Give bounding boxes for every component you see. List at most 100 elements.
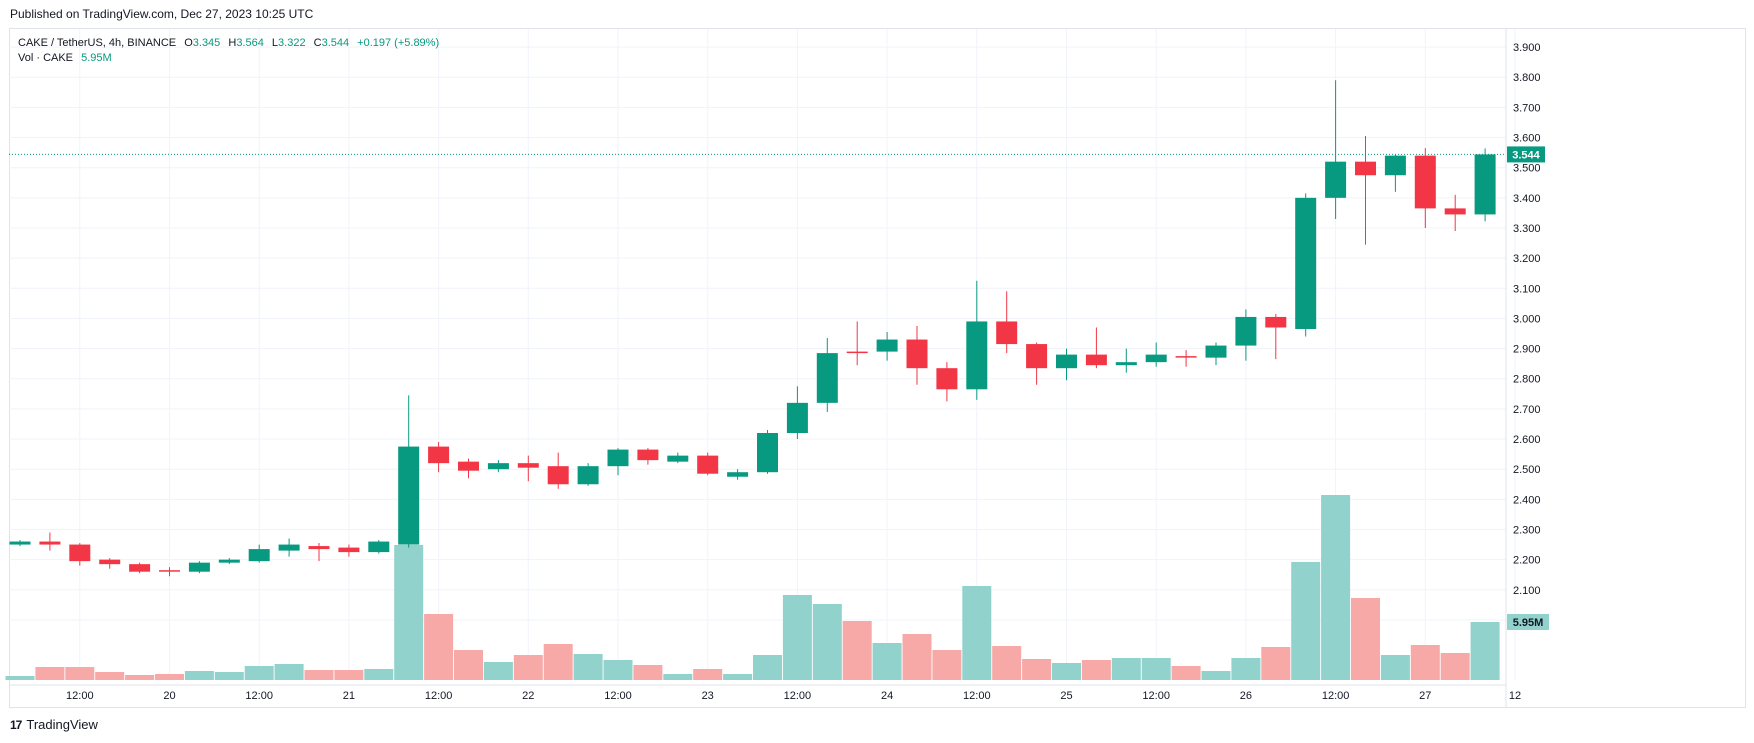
chart-legend: CAKE / TetherUS, 4h, BINANCE O3.345 H3.5… — [18, 36, 441, 66]
volume-bar — [155, 674, 184, 680]
volume-bar — [663, 674, 693, 680]
candle-body — [547, 466, 569, 485]
x-tick-label: 26 — [1240, 690, 1252, 702]
volume-bar — [693, 669, 723, 680]
candle-body — [637, 449, 659, 461]
volume-bar — [304, 670, 334, 680]
volume-bar — [902, 634, 932, 680]
y-tick-label: 2.700 — [1513, 404, 1541, 416]
y-tick-label: 2.300 — [1513, 524, 1541, 536]
candle-body — [69, 544, 91, 562]
volume-value-tag — [1507, 614, 1549, 630]
last-price-tag — [1507, 146, 1545, 163]
y-tick-label: 3.400 — [1513, 193, 1541, 205]
candle-body — [727, 472, 749, 477]
x-tick-label: 27 — [1419, 690, 1431, 702]
candle-body — [129, 564, 151, 572]
x-tick-label: 24 — [881, 690, 893, 702]
volume-bar — [65, 667, 95, 680]
x-tick-label: 12:00 — [245, 690, 273, 702]
candle-body — [667, 455, 689, 462]
x-tick-label: 12:00 — [1142, 690, 1170, 702]
candle-body — [906, 339, 928, 369]
candle-body — [577, 466, 599, 485]
volume-value-label: 5.95M — [1513, 617, 1544, 629]
x-tick-label: 25 — [1060, 690, 1072, 702]
volume-bar — [962, 586, 992, 680]
chart-grid — [9, 29, 1516, 680]
time-axis: 12:00 20 12:00 21 12:00 22 12:00 23 12:00 24 12:00… — [9, 684, 1521, 702]
candle-body — [428, 446, 450, 464]
volume-bar — [753, 655, 782, 680]
symbol-legend-row: CAKE / TetherUS, 4h, BINANCE O3.345 H3.5… — [18, 36, 441, 51]
y-tick-label: 3.300 — [1513, 223, 1541, 235]
volume-bar — [1081, 660, 1111, 680]
close-value: 3.544 — [321, 37, 350, 49]
volume-bar — [1171, 666, 1201, 680]
x-tick-label: 22 — [522, 690, 534, 702]
volume-bars — [5, 495, 1500, 680]
candle-body — [786, 402, 808, 434]
candle-body — [1026, 344, 1048, 369]
last-price-markers: 3.544 5.95M — [9, 146, 1549, 630]
candle-body — [757, 433, 778, 473]
volume-bar — [932, 650, 962, 680]
y-tick-label: 2.200 — [1513, 555, 1541, 567]
candle-body — [248, 549, 270, 562]
volume-bar — [842, 621, 872, 680]
candle-body — [1474, 154, 1496, 215]
volume-bar — [244, 666, 274, 680]
candle-body — [1414, 155, 1436, 209]
volume-bar — [364, 669, 394, 680]
x-tick-label: 12:00 — [963, 690, 991, 702]
symbol-label: CAKE / TetherUS, 4h, BINANCE — [18, 37, 177, 49]
volume-bar — [872, 643, 902, 680]
y-tick-label: 3.200 — [1513, 253, 1541, 265]
volume-bar — [35, 667, 65, 680]
volume-label: Vol · CAKE — [18, 52, 74, 64]
candle-body — [218, 559, 240, 563]
volume-bar — [1111, 658, 1141, 680]
x-tick-label: 23 — [702, 690, 714, 702]
volume-bar — [543, 644, 573, 680]
x-tick-label: 12 — [1509, 690, 1521, 702]
x-tick-label: 20 — [163, 690, 175, 702]
volume-bar — [1380, 655, 1410, 680]
volume-bar — [782, 595, 812, 680]
volume-bar — [274, 664, 304, 680]
chart-frame — [9, 28, 1746, 708]
brand-name: TradingView — [26, 717, 98, 732]
candle-body — [1444, 208, 1466, 215]
volume-bar — [1410, 645, 1440, 680]
y-tick-label: 2.900 — [1513, 344, 1541, 356]
candle-body — [487, 463, 509, 470]
candle-body — [39, 541, 61, 545]
volume-bar — [723, 674, 753, 680]
x-tick-label: 12:00 — [1322, 690, 1350, 702]
volume-bar — [483, 662, 513, 680]
candle-body — [816, 353, 838, 403]
volume-bar — [184, 671, 214, 680]
tradingview-logo-icon: 17 — [10, 717, 22, 732]
candle-body — [1265, 316, 1287, 328]
y-tick-label: 3.500 — [1513, 163, 1541, 175]
volume-bar — [125, 675, 155, 680]
candle-body — [1175, 356, 1197, 358]
volume-bar — [454, 650, 483, 680]
y-tick-label: 3.600 — [1513, 133, 1541, 145]
volume-bar — [1440, 653, 1470, 680]
candle-body — [1355, 161, 1376, 176]
y-tick-label: 2.400 — [1513, 494, 1541, 506]
volume-legend-row: Vol · CAKE 5.95M — [18, 51, 441, 66]
candle-body — [1325, 161, 1347, 198]
price-axis: 2.0002.1002.2002.3002.4002.5002.6002.700… — [1505, 29, 1541, 707]
y-tick-label: 3.000 — [1513, 313, 1541, 325]
footer-brand[interactable]: 17 TradingView — [10, 717, 98, 732]
volume-bar — [812, 604, 842, 680]
volume-bar — [214, 672, 244, 680]
volume-bar — [603, 660, 633, 680]
volume-bar — [1261, 647, 1291, 680]
high-label: H — [228, 37, 237, 49]
volume-bar — [5, 676, 35, 680]
